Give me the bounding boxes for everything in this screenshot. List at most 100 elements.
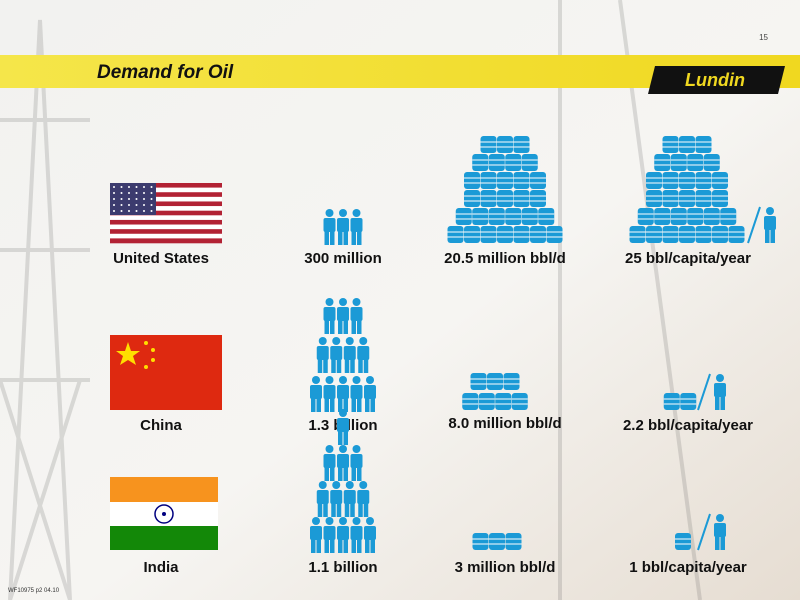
- body: [337, 307, 349, 321]
- barrel: [480, 172, 497, 189]
- body: [323, 218, 336, 232]
- person-icon: [310, 376, 322, 412]
- star: [128, 204, 130, 206]
- leg: [338, 538, 343, 553]
- star: [120, 198, 123, 200]
- barrel-icon: [497, 226, 513, 243]
- barrel: [720, 208, 737, 225]
- stripe: [110, 229, 222, 235]
- leg: [336, 358, 342, 373]
- barrel: [495, 393, 512, 410]
- barrel-icon: [505, 154, 522, 171]
- barrel: [654, 208, 671, 225]
- barrel-icon: [670, 154, 687, 171]
- barrel: [646, 172, 662, 189]
- barrel-icon: [679, 136, 695, 153]
- person-icon: [350, 376, 363, 412]
- person-icon: [330, 337, 343, 373]
- barrel-icon: [720, 208, 737, 225]
- barrel: [521, 208, 538, 225]
- body: [330, 346, 343, 360]
- person-icon: [764, 207, 776, 243]
- barrel: [530, 190, 546, 207]
- barrel-icon: [521, 208, 538, 225]
- head: [352, 209, 361, 217]
- per-slash: [697, 513, 711, 551]
- per-capita: 25 bbl/capita/year: [625, 250, 751, 267]
- barrel: [487, 373, 503, 390]
- body: [350, 307, 363, 321]
- canton: [110, 183, 156, 215]
- barrel: [480, 226, 497, 243]
- head: [359, 481, 368, 489]
- person-icon: [350, 517, 363, 553]
- leg: [324, 319, 329, 334]
- barrel: [670, 208, 687, 225]
- star: [150, 198, 153, 200]
- person-icon: [350, 298, 363, 334]
- barrel: [464, 190, 480, 207]
- star: [150, 210, 153, 212]
- head: [325, 298, 334, 306]
- title: Demand for Oil: [97, 62, 234, 83]
- star: [143, 186, 145, 188]
- leg: [343, 230, 348, 245]
- leg: [344, 502, 350, 517]
- leg: [720, 395, 725, 410]
- head: [339, 298, 347, 306]
- leg: [370, 538, 375, 553]
- barrel: [530, 226, 546, 243]
- leg: [324, 466, 329, 481]
- body: [337, 454, 349, 468]
- barrel: [505, 208, 522, 225]
- logo: Lundin: [648, 66, 785, 94]
- star: [113, 186, 115, 188]
- barrel-icon: [546, 226, 563, 243]
- barrel-icon: [470, 373, 487, 390]
- barrel-icon: [464, 190, 480, 207]
- stripe: [110, 201, 222, 207]
- stripe: [110, 183, 222, 188]
- barrel-icon: [679, 226, 695, 243]
- barrel-icon: [472, 533, 489, 550]
- leg: [363, 502, 369, 517]
- barrel-icon: [480, 226, 497, 243]
- stripe: [110, 238, 222, 244]
- leg: [336, 502, 342, 517]
- barrel-icon: [662, 190, 679, 207]
- head: [339, 517, 347, 525]
- body: [310, 526, 322, 540]
- barrel-icon: [447, 226, 464, 243]
- body: [764, 216, 776, 230]
- barrel: [703, 154, 720, 171]
- star: [128, 186, 130, 188]
- stripe: [110, 210, 222, 216]
- person-icon: [714, 514, 726, 550]
- person-icon: [310, 517, 322, 553]
- barrel-icon: [679, 190, 695, 207]
- leg: [311, 397, 316, 412]
- barrel: [505, 533, 522, 550]
- barrel-icon: [654, 208, 671, 225]
- barrel: [488, 208, 505, 225]
- barrel: [687, 208, 704, 225]
- body: [323, 454, 336, 468]
- barrel-icon: [680, 393, 697, 410]
- barrel-icon: [488, 208, 505, 225]
- barrel-icon: [462, 393, 479, 410]
- barrel-icon: [521, 154, 538, 171]
- barrel-icon: [646, 226, 662, 243]
- barrel-icon: [513, 172, 530, 189]
- barrel: [695, 172, 712, 189]
- head: [318, 481, 327, 489]
- head: [366, 517, 374, 525]
- leg: [370, 397, 375, 412]
- head: [325, 445, 334, 453]
- body: [364, 385, 376, 399]
- leg: [765, 228, 770, 243]
- stripe: [110, 215, 222, 221]
- per-slash: [697, 373, 711, 411]
- barrel: [679, 172, 695, 189]
- leg: [363, 358, 369, 373]
- star: [143, 192, 145, 194]
